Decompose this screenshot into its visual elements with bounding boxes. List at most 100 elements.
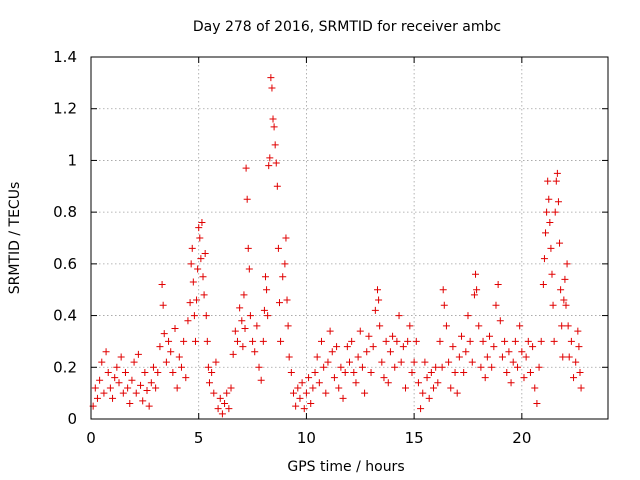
- data-point: [93, 394, 101, 402]
- data-point: [149, 363, 157, 371]
- data-point: [453, 389, 461, 397]
- data-point: [559, 353, 567, 361]
- data-point: [196, 234, 204, 242]
- data-point: [567, 337, 575, 345]
- data-point: [498, 353, 506, 361]
- data-point: [214, 405, 222, 413]
- data-point: [466, 337, 474, 345]
- data-point: [522, 353, 530, 361]
- data-point: [354, 353, 362, 361]
- data-point: [554, 198, 562, 206]
- data-point: [391, 363, 399, 371]
- y-tick-label: 1: [67, 151, 77, 169]
- data-points: [89, 74, 585, 418]
- data-point: [268, 84, 276, 92]
- data-point: [285, 353, 293, 361]
- data-point: [363, 348, 371, 356]
- data-point: [106, 384, 114, 392]
- data-point: [455, 353, 463, 361]
- data-point: [529, 343, 537, 351]
- data-point: [242, 164, 250, 172]
- data-point: [251, 348, 259, 356]
- data-point: [223, 389, 231, 397]
- data-point: [486, 332, 494, 340]
- data-point: [328, 348, 336, 356]
- data-point: [212, 358, 220, 366]
- plot-frame: [90, 56, 609, 420]
- data-point: [191, 337, 199, 345]
- chart-title: Day 278 of 2016, SRMTID for receiver amb…: [193, 19, 501, 35]
- data-point: [378, 358, 386, 366]
- data-point: [309, 384, 317, 392]
- data-point: [335, 384, 343, 392]
- data-point: [574, 327, 582, 335]
- data-point: [227, 384, 235, 392]
- data-point: [156, 343, 164, 351]
- data-point: [547, 244, 555, 252]
- data-point: [186, 299, 194, 307]
- data-point: [134, 350, 142, 358]
- data-point: [124, 384, 132, 392]
- data-point: [470, 291, 478, 299]
- data-point: [259, 337, 267, 345]
- data-point: [221, 399, 229, 407]
- data-point: [279, 273, 287, 281]
- data-point: [393, 337, 401, 345]
- data-point: [514, 363, 522, 371]
- data-point: [102, 348, 110, 356]
- data-point: [399, 343, 407, 351]
- data-point: [464, 312, 472, 320]
- data-point: [239, 343, 247, 351]
- data-point: [507, 379, 515, 387]
- data-point: [494, 281, 502, 289]
- data-point: [190, 312, 198, 320]
- data-point: [225, 405, 233, 413]
- data-point: [501, 337, 509, 345]
- data-point: [333, 343, 341, 351]
- data-point: [348, 337, 356, 345]
- data-point: [159, 301, 167, 309]
- data-point: [141, 368, 149, 376]
- data-point: [147, 379, 155, 387]
- data-point: [545, 195, 553, 203]
- data-point: [195, 224, 203, 232]
- data-point: [184, 317, 192, 325]
- data-point: [565, 353, 573, 361]
- data-point: [540, 255, 548, 263]
- y-tick-label: 1.4: [53, 48, 77, 66]
- x-tick-label: 0: [86, 429, 96, 447]
- data-point: [496, 317, 504, 325]
- data-point: [257, 376, 265, 384]
- data-point: [560, 296, 568, 304]
- data-point: [171, 325, 179, 332]
- data-point: [557, 286, 565, 294]
- data-point: [570, 374, 578, 382]
- data-point: [115, 379, 123, 387]
- data-point: [210, 389, 218, 397]
- data-point: [425, 394, 433, 402]
- data-point: [272, 159, 280, 167]
- data-point: [324, 358, 332, 366]
- data-point: [180, 337, 188, 345]
- data-point: [243, 195, 251, 203]
- data-point: [434, 379, 442, 387]
- data-point: [265, 162, 273, 170]
- data-point: [244, 244, 252, 252]
- data-point: [175, 353, 183, 361]
- data-point: [475, 322, 483, 330]
- data-point: [543, 208, 551, 216]
- data-point: [375, 296, 383, 304]
- data-point: [197, 255, 205, 263]
- data-point: [346, 358, 353, 366]
- data-point: [526, 368, 534, 376]
- data-point: [300, 405, 308, 413]
- data-point: [352, 379, 360, 387]
- data-point: [253, 322, 261, 330]
- data-point: [246, 312, 254, 320]
- data-point: [548, 270, 556, 278]
- data-point: [128, 376, 136, 384]
- data-point: [173, 384, 181, 392]
- data-point: [436, 337, 444, 345]
- data-point: [198, 218, 206, 226]
- data-point: [216, 394, 224, 402]
